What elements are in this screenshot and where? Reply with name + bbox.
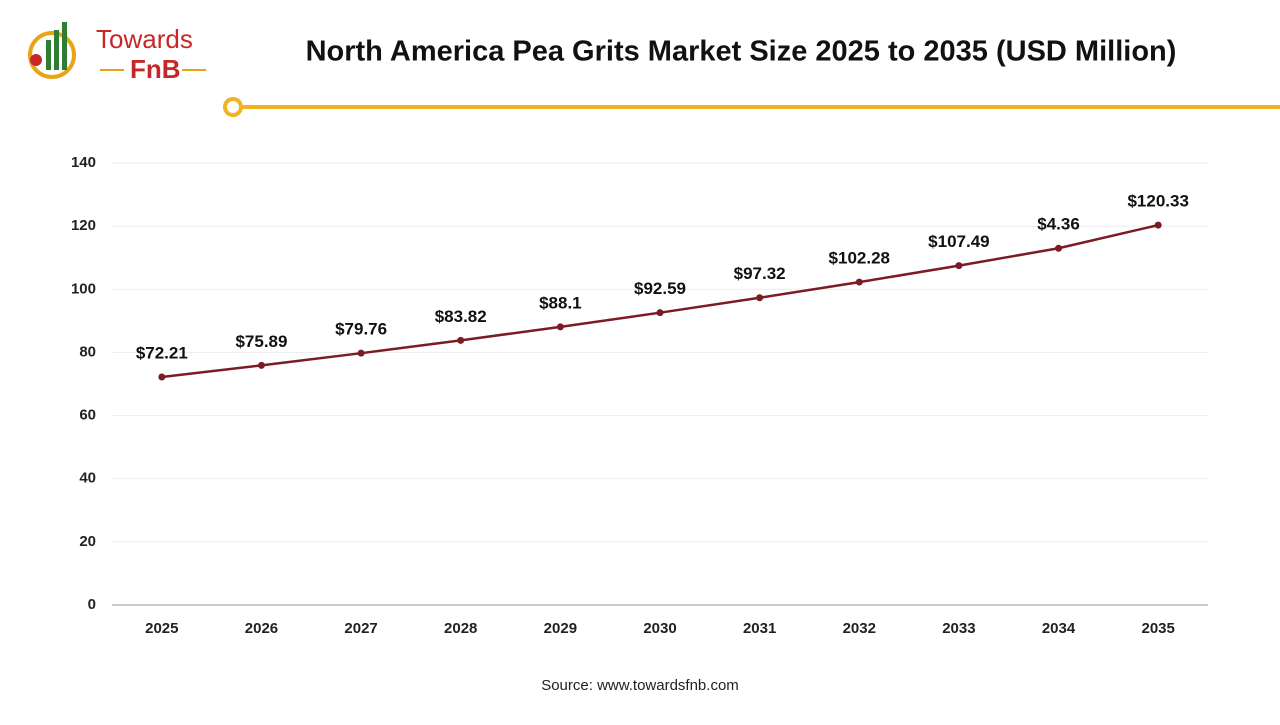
x-tick-label: 2032 (843, 620, 876, 637)
y-tick-label: 80 (79, 343, 96, 360)
point (357, 349, 365, 357)
point (955, 262, 963, 270)
data-label: $75.89 (235, 332, 287, 351)
x-tick-label: 2034 (1042, 620, 1076, 637)
point (855, 278, 863, 286)
data-label: $92.59 (634, 279, 686, 298)
data-label: $107.49 (928, 232, 989, 251)
annotation: $4.36 (1037, 215, 1080, 234)
x-tick-label: 2035 (1141, 620, 1174, 637)
x-tick-label: 2029 (544, 620, 577, 637)
logo-dot (30, 54, 42, 66)
point (756, 294, 764, 302)
y-tick-label: 140 (71, 154, 96, 171)
line (161, 223, 1159, 379)
point (1055, 244, 1063, 252)
logo: Towards FnB (28, 22, 206, 84)
title-rule-dot (223, 97, 243, 117)
data-label: $72.21 (136, 344, 188, 363)
logo-bar (54, 30, 59, 70)
point (257, 361, 265, 369)
x-tick-label: 2031 (743, 620, 776, 637)
data-label: $88.1 (539, 293, 582, 312)
y-tick-label: 40 (79, 470, 96, 487)
chart-title: North America Pea Grits Market Size 2025… (306, 36, 1177, 68)
point (656, 309, 664, 317)
y-tick-label: 120 (71, 217, 96, 234)
data-label: $83.82 (435, 307, 487, 326)
x-tick-label: 2025 (145, 620, 178, 637)
source: Source: www.towardsfnb.com (541, 677, 739, 694)
x-tick-label: 2030 (643, 620, 676, 637)
point (457, 336, 465, 344)
logo-ring (28, 31, 76, 79)
y-tick-label: 20 (79, 533, 96, 550)
x-tick-label: 2026 (245, 620, 278, 637)
point (1154, 221, 1162, 229)
x-tick-label: 2027 (344, 620, 377, 637)
data-label: $120.33 (1127, 192, 1188, 211)
y-tick-label: 60 (79, 407, 96, 424)
logo-bar (62, 22, 67, 70)
logo-word: Towards (96, 24, 193, 54)
y-tick-label: 0 (88, 596, 96, 613)
data-label: $79.76 (335, 320, 387, 339)
logo-bar (46, 40, 51, 70)
data-label: $97.32 (734, 264, 786, 283)
logo-word: FnB (130, 54, 181, 84)
x-tick-label: 2028 (444, 620, 477, 637)
y-tick-label: 100 (71, 280, 96, 297)
point (158, 373, 166, 381)
data-label: $102.28 (829, 249, 890, 268)
x-tick-label: 2033 (942, 620, 975, 637)
point (556, 323, 564, 331)
